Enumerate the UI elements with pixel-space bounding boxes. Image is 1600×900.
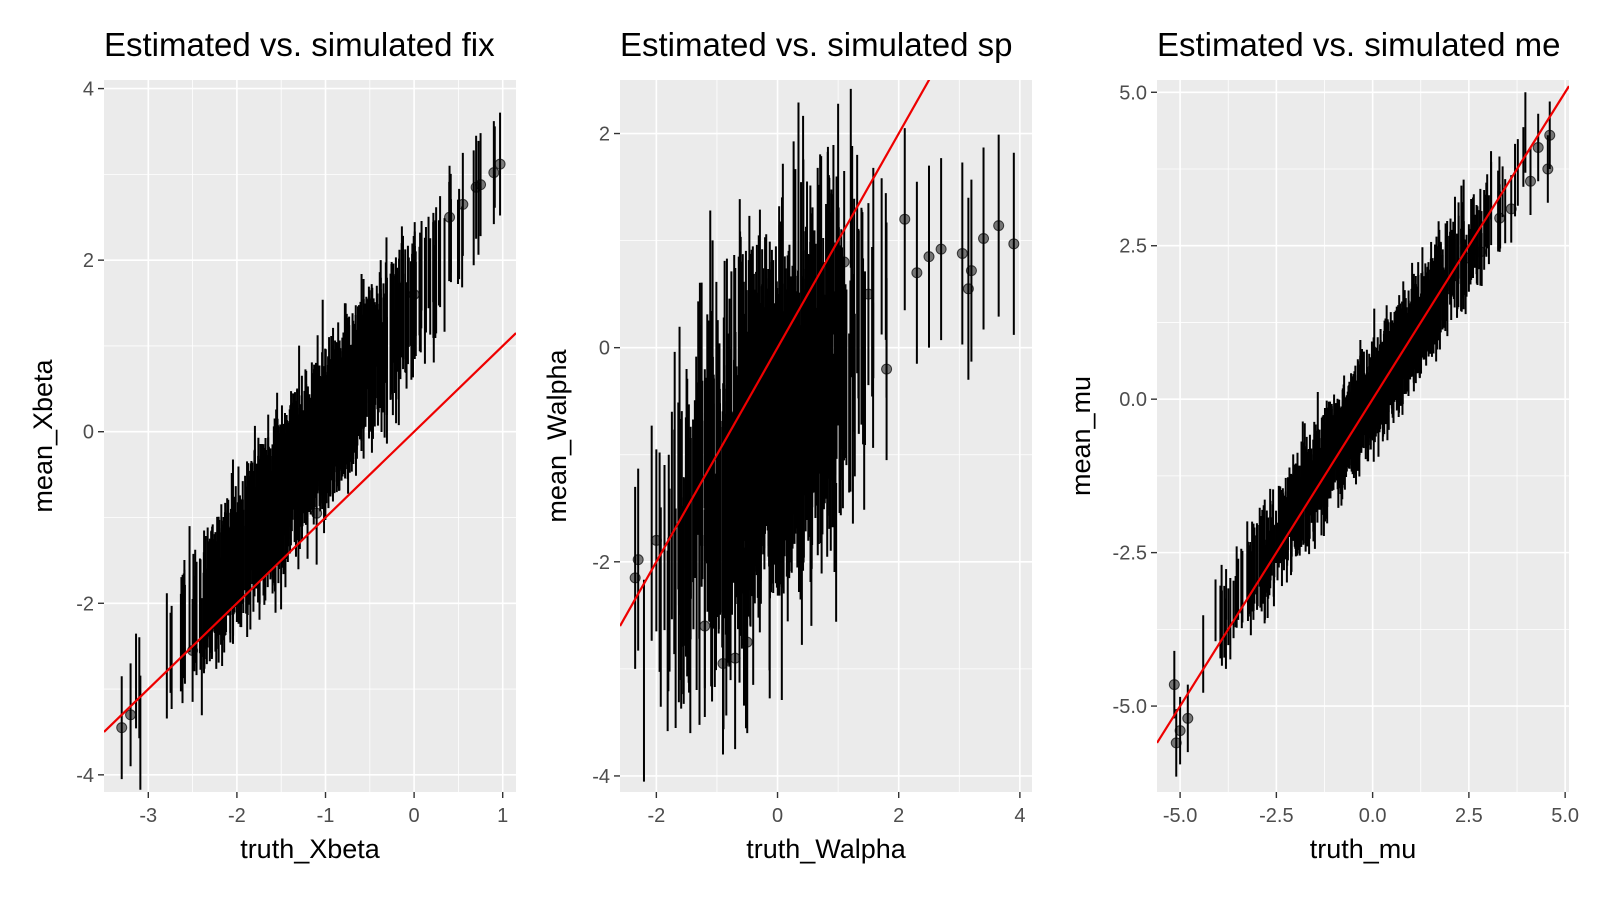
data-point (125, 709, 137, 721)
x-tick-label: 0 (772, 805, 783, 827)
data-point (911, 267, 923, 279)
x-tick-label: 0 (409, 805, 420, 827)
x-tick-label: 4 (1014, 805, 1025, 827)
data-point (935, 243, 947, 255)
chart-title: Estimated vs. simulated sp (620, 26, 1013, 63)
y-tick-label: -4 (592, 766, 610, 788)
data-point (965, 265, 977, 277)
y-tick-label: 2 (83, 250, 94, 272)
data-point (993, 220, 1005, 232)
plot-area (104, 80, 516, 792)
data-point (1532, 142, 1544, 154)
data-point (1544, 129, 1556, 141)
data-point (457, 198, 469, 210)
data-point (899, 213, 911, 225)
data-point (956, 247, 968, 259)
data-point (494, 158, 506, 170)
chart-panel-spatial-effects: Estimated vs. simulated sp truth_Walpha … (542, 26, 1032, 864)
data-point (717, 658, 729, 670)
x-axis-label: truth_Walpha (746, 834, 907, 864)
data-point (1182, 712, 1194, 724)
y-tick-label: -2 (76, 593, 94, 615)
y-tick-label: -5.0 (1113, 696, 1147, 718)
y-axis-label: mean_mu (1066, 376, 1096, 496)
data-point (978, 232, 990, 244)
data-point (632, 554, 644, 566)
data-point (488, 167, 500, 179)
data-point (297, 456, 309, 468)
data-layer (1157, 85, 1569, 777)
chart-title: Estimated vs. simulated me (1157, 26, 1560, 63)
x-tick-label: 0.0 (1359, 805, 1387, 827)
data-point (1542, 163, 1554, 175)
x-tick-label: 1 (497, 805, 508, 827)
x-tick-label: -1 (317, 805, 335, 827)
x-tick-label: -2 (647, 805, 665, 827)
y-tick-label: -4 (76, 765, 94, 787)
data-point (923, 251, 935, 263)
reference-line (1157, 85, 1569, 744)
y-tick-label: 5.0 (1119, 82, 1147, 104)
data-point (741, 636, 753, 648)
y-tick-label: -2 (592, 552, 610, 574)
data-point (881, 363, 893, 375)
data-layer (104, 112, 516, 790)
y-axis-label: mean_Xbeta (28, 358, 58, 512)
data-point (1505, 203, 1517, 215)
data-point (862, 288, 874, 300)
y-tick-label: 0 (599, 338, 610, 360)
data-point (1168, 679, 1180, 691)
x-tick-label: -2 (228, 805, 246, 827)
data-point (475, 179, 487, 191)
reference-line (104, 332, 516, 733)
y-tick-label: 2.5 (1119, 236, 1147, 258)
x-axis-label: truth_Xbeta (240, 834, 381, 864)
x-tick-label: -5.0 (1163, 805, 1197, 827)
chart-panel-fixed-effects: Estimated vs. simulated fix truth_Xbeta … (28, 26, 516, 864)
y-tick-label: 4 (83, 79, 94, 101)
x-tick-label: 5.0 (1551, 805, 1579, 827)
data-point (729, 652, 741, 664)
data-point (650, 534, 662, 546)
y-tick-label: 0.0 (1119, 389, 1147, 411)
data-point (1170, 737, 1182, 749)
x-tick-label: 2 (893, 805, 904, 827)
data-point (116, 722, 128, 734)
plot-area (620, 80, 1032, 792)
plot-area (1157, 80, 1569, 792)
data-point (311, 507, 323, 519)
y-tick-label: 2 (599, 124, 610, 146)
data-point (320, 413, 332, 425)
x-tick-label: -3 (139, 805, 157, 827)
x-axis-label: truth_mu (1310, 834, 1417, 864)
data-point (444, 211, 456, 223)
data-point (408, 288, 420, 300)
x-tick-label: 2.5 (1455, 805, 1483, 827)
data-point (1524, 175, 1536, 187)
data-point (1174, 725, 1186, 737)
data-point (1474, 246, 1486, 258)
data-point (699, 620, 711, 632)
data-point (1494, 212, 1506, 224)
x-tick-label: -2.5 (1259, 805, 1293, 827)
chart-title: Estimated vs. simulated fix (104, 26, 495, 63)
data-point (1008, 238, 1020, 250)
data-point (1463, 252, 1475, 264)
reference-line (620, 80, 931, 627)
data-point (838, 256, 850, 268)
y-tick-label: 0 (83, 422, 94, 444)
y-tick-label: -2.5 (1113, 543, 1147, 565)
chart-panel-mean: Estimated vs. simulated me truth_mu mean… (1066, 26, 1579, 864)
data-point (342, 421, 354, 433)
y-axis-label: mean_Walpha (542, 348, 572, 522)
data-layer (620, 80, 1020, 782)
data-point (364, 374, 376, 386)
data-point (266, 520, 278, 532)
